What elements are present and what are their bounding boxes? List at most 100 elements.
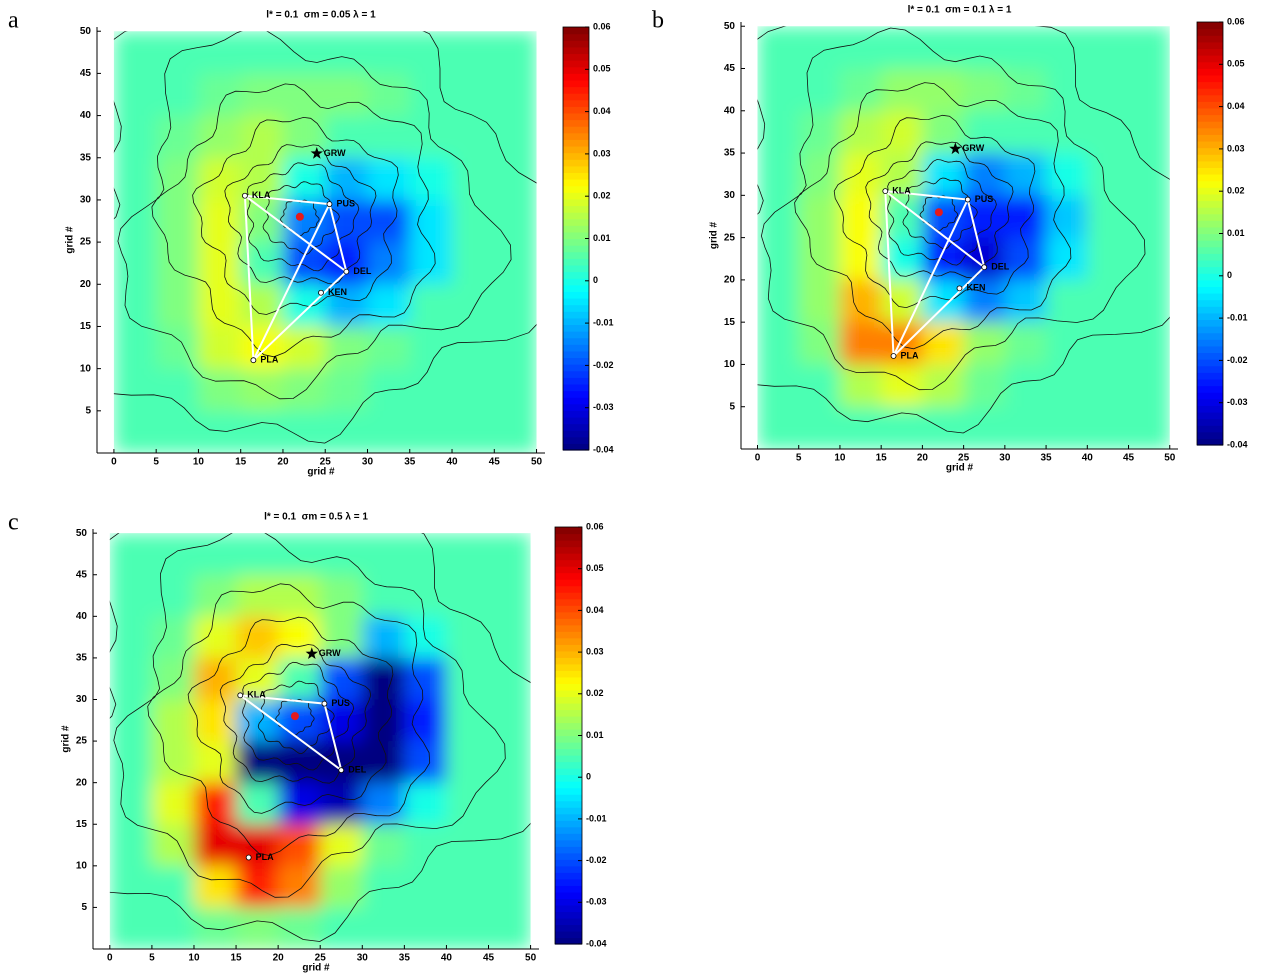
- colorbar-swatch: [563, 40, 589, 48]
- heat-cell: [109, 907, 153, 949]
- heat-cell: [278, 616, 321, 659]
- heat-cell: [963, 279, 1006, 323]
- heat-cell: [922, 364, 965, 408]
- heat-cell: [1046, 153, 1088, 196]
- heat-cell: [452, 73, 495, 117]
- network-link: [244, 194, 347, 273]
- heat-cell: [1004, 195, 1047, 239]
- colorbar-swatch: [563, 165, 589, 174]
- heat-cell: [320, 907, 363, 949]
- heat-cell: [109, 865, 153, 908]
- station: [981, 264, 988, 271]
- heat-cell: [320, 782, 363, 825]
- colorbar-swatch: [563, 337, 589, 345]
- heat-cell: [1046, 322, 1088, 365]
- x-tick-label: 0: [111, 457, 117, 468]
- colorbar-tick-label: 0.01: [593, 233, 611, 243]
- x-tick-label: 40: [441, 953, 453, 964]
- x-tick-label: 30: [357, 953, 369, 964]
- colorbar-swatch: [555, 911, 582, 919]
- colorbar-swatch: [1197, 200, 1223, 208]
- colorbar-swatch: [555, 709, 582, 717]
- heatmap: [757, 26, 1170, 449]
- heat-cell: [1046, 195, 1088, 239]
- y-tick-label: 5: [81, 902, 87, 913]
- colorbar-swatch: [563, 423, 589, 431]
- heat-cell: [798, 195, 841, 239]
- heat-cell: [362, 865, 405, 908]
- heat-cell: [922, 322, 965, 365]
- heat-cell: [757, 322, 800, 365]
- network-link: [252, 203, 331, 361]
- heat-cell: [452, 157, 495, 201]
- heatmap: [113, 31, 537, 453]
- colorbar-swatch: [563, 152, 589, 160]
- network-link: [885, 190, 968, 201]
- station-label: DEL: [991, 262, 1010, 272]
- colorbar-swatch: [563, 145, 589, 154]
- colorbar-swatch: [1197, 266, 1223, 274]
- colorbar-swatch: [563, 218, 589, 226]
- y-tick-label: 25: [724, 232, 736, 243]
- heat-cell: [198, 31, 242, 74]
- heat-cell: [452, 242, 495, 285]
- heat-cell: [1046, 237, 1088, 281]
- colorbar-swatch: [563, 357, 589, 365]
- heat-cell: [240, 73, 284, 117]
- y-tick-label: 20: [76, 777, 88, 788]
- heat-cell: [798, 364, 841, 408]
- heat-cell: [798, 68, 841, 112]
- heat-cell: [367, 31, 411, 74]
- station-label: KLA: [252, 190, 271, 200]
- colorbar-swatch: [1197, 134, 1223, 142]
- network-link: [239, 694, 342, 771]
- network-link: [244, 194, 330, 206]
- colorbar-swatch: [563, 198, 589, 207]
- colorbar-swatch: [563, 192, 589, 200]
- colorbar-swatch: [555, 553, 582, 561]
- heat-cell: [278, 824, 321, 867]
- station-label: GRW: [962, 143, 984, 153]
- colorbar-tick-label: -0.02: [1227, 355, 1248, 365]
- colorbar-swatch: [1197, 81, 1223, 89]
- heat-cell: [409, 157, 453, 201]
- heat-cell: [156, 368, 199, 412]
- x-tick-label: 10: [193, 457, 205, 468]
- heat-cell: [362, 616, 405, 659]
- colorbar-tick-label: 0.06: [586, 521, 604, 531]
- contour: [187, 616, 394, 814]
- colorbar-swatch: [1197, 299, 1223, 307]
- colorbar-swatch: [1197, 425, 1223, 433]
- colorbar-swatch: [1197, 246, 1223, 254]
- station-label: PUS: [331, 698, 350, 708]
- heat-cell: [488, 865, 531, 908]
- heat-cell: [236, 907, 279, 949]
- colorbar-tick-label: -0.04: [593, 444, 614, 454]
- x-tick-label: 30: [999, 453, 1011, 464]
- colorbar-swatch: [1197, 259, 1223, 268]
- colorbar-swatch: [563, 331, 589, 339]
- colorbar-swatch: [563, 258, 589, 266]
- heat-cell: [156, 326, 199, 370]
- heat-cell: [367, 73, 411, 117]
- colorbar-swatch: [1197, 220, 1223, 228]
- heat-cell: [404, 657, 447, 700]
- colorbar-swatch: [555, 624, 582, 632]
- heat-cell: [282, 326, 326, 370]
- heat-cell: [839, 279, 882, 323]
- x-tick-label: 20: [917, 453, 929, 464]
- heat-cell: [193, 865, 237, 908]
- colorbar-swatch: [555, 924, 582, 932]
- colorbar-swatch: [1197, 385, 1223, 393]
- y-axis-label: grid #: [709, 221, 720, 249]
- station: [882, 188, 889, 195]
- heat-cell: [325, 326, 368, 370]
- contour: [242, 661, 355, 771]
- x-tick-label: 35: [404, 457, 416, 468]
- heat-cell: [494, 73, 537, 117]
- colorbar-swatch: [1197, 319, 1223, 327]
- colorbar-swatch: [555, 839, 582, 847]
- contour: [887, 159, 997, 266]
- heat-cell: [236, 574, 279, 617]
